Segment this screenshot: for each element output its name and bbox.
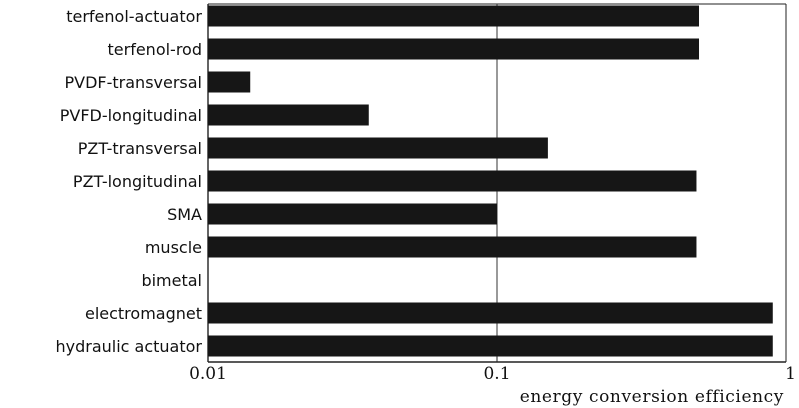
bar-hydraulic-actuator bbox=[208, 335, 773, 357]
category-label: SMA bbox=[167, 205, 202, 224]
x-axis-label: energy conversion efficiency bbox=[520, 387, 784, 407]
bar-muscle bbox=[208, 236, 697, 258]
category-label: hydraulic actuator bbox=[55, 337, 202, 356]
bar-sma bbox=[208, 203, 497, 225]
bar-pzt-transversal bbox=[208, 137, 548, 159]
bar-pzt-longitudinal bbox=[208, 170, 697, 192]
category-label: PVFD-longitudinal bbox=[60, 106, 202, 125]
bar-pvdf-transversal bbox=[208, 71, 251, 93]
x-tick-label: 0.01 bbox=[189, 364, 227, 384]
category-label: muscle bbox=[145, 238, 202, 257]
x-tick-labels: 0.01 0.1 1 bbox=[189, 356, 796, 384]
category-label: PVDF-transversal bbox=[65, 73, 203, 92]
category-label: bimetal bbox=[141, 271, 202, 290]
category-label: terfenol-rod bbox=[108, 40, 203, 59]
bar-pvfd-longitudinal bbox=[208, 104, 369, 126]
bars-group bbox=[208, 5, 773, 357]
x-tick-label: 1 bbox=[785, 364, 796, 384]
category-labels: terfenol-actuator terfenol-rod PVDF-transv… bbox=[55, 7, 202, 356]
x-tick-label: 0.1 bbox=[483, 364, 510, 384]
bar-terfenol-rod bbox=[208, 38, 700, 60]
category-label: electromagnet bbox=[85, 304, 202, 323]
category-label: PZT-longitudinal bbox=[73, 172, 202, 191]
category-label: PZT-transversal bbox=[78, 139, 202, 158]
bar-terfenol-actuator bbox=[208, 5, 700, 27]
bar-electromagnet bbox=[208, 302, 773, 324]
category-label: terfenol-actuator bbox=[66, 7, 202, 26]
